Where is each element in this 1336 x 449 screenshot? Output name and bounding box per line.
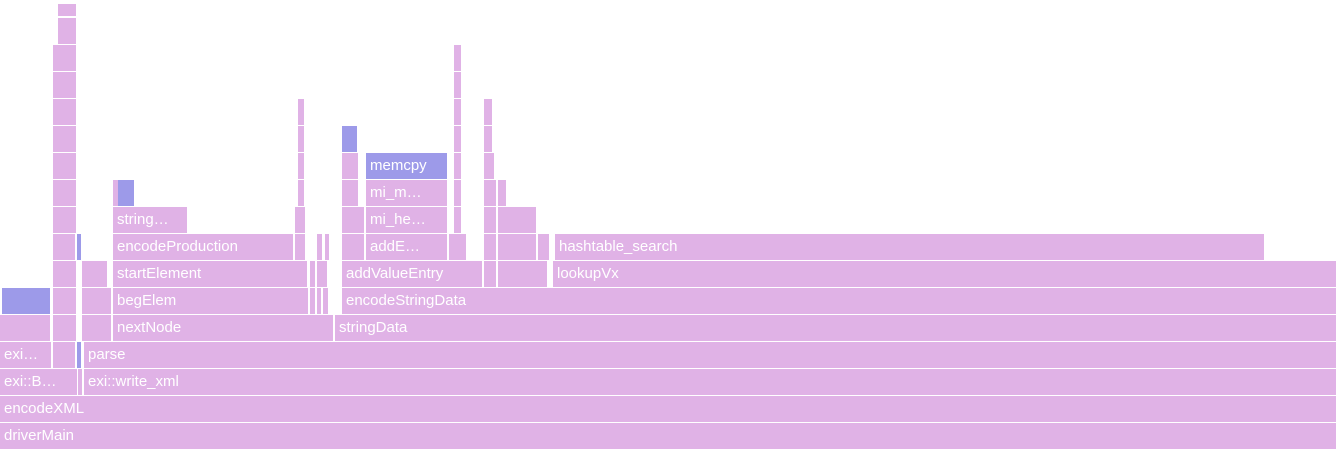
frame-sliver[interactable] <box>484 180 496 206</box>
frame-sliver[interactable] <box>53 180 76 206</box>
frame-sliver[interactable] <box>298 99 304 125</box>
frame-sliver[interactable] <box>118 180 134 206</box>
frame-driverMain[interactable]: driverMain <box>0 423 1336 449</box>
frame-sliver[interactable] <box>449 234 466 260</box>
frame-sliver[interactable] <box>323 288 328 314</box>
frame-string-truncated[interactable]: string… <box>113 207 187 233</box>
frame-hashtable_search[interactable]: hashtable_search <box>555 234 1264 260</box>
frame-sliver[interactable] <box>53 153 76 179</box>
frame-sliver[interactable] <box>484 207 496 233</box>
frame-sliver[interactable] <box>454 126 461 152</box>
frame-sliver[interactable] <box>454 180 461 206</box>
frame-sliver[interactable] <box>325 234 329 260</box>
frame-sliver[interactable] <box>454 153 461 179</box>
frame-sliver[interactable] <box>78 369 82 395</box>
frame-sliver[interactable] <box>342 234 364 260</box>
frame-sliver[interactable] <box>53 45 76 71</box>
frame-sliver[interactable] <box>498 261 547 287</box>
frame-sliver[interactable] <box>298 180 304 206</box>
frame-sliver[interactable] <box>58 18 76 44</box>
frame-sliver[interactable] <box>2 288 50 314</box>
frame-mi-heap[interactable]: mi_he… <box>366 207 447 233</box>
frame-sliver[interactable] <box>310 288 315 314</box>
frame-sliver[interactable] <box>498 180 506 206</box>
frame-lookupVx[interactable]: lookupVx <box>553 261 1336 287</box>
frame-sliver[interactable] <box>0 315 50 341</box>
frame-sliver[interactable] <box>298 153 304 179</box>
frame-startElement[interactable]: startElement <box>113 261 307 287</box>
frame-sliver[interactable] <box>53 99 76 125</box>
frame-sliver[interactable] <box>484 261 496 287</box>
frame-sliver[interactable] <box>53 126 76 152</box>
frame-sliver[interactable] <box>77 234 81 260</box>
frame-sliver[interactable] <box>454 45 461 71</box>
frame-sliver[interactable] <box>58 4 76 16</box>
frame-sliver[interactable] <box>317 288 321 314</box>
frame-sliver[interactable] <box>53 207 76 233</box>
frame-encodeStringData[interactable]: encodeStringData <box>342 288 1336 314</box>
frame-nextNode[interactable]: nextNode <box>113 315 333 341</box>
frame-sliver[interactable] <box>317 261 327 287</box>
frame-encodeProduction[interactable]: encodeProduction <box>113 234 293 260</box>
frame-encodeXML[interactable]: encodeXML <box>0 396 1336 422</box>
frame-sliver[interactable] <box>82 315 111 341</box>
frame-sliver[interactable] <box>53 288 76 314</box>
frame-sliver[interactable] <box>53 72 76 98</box>
frame-sliver[interactable] <box>298 126 304 152</box>
frame-exi-write-xml[interactable]: exi::write_xml <box>84 369 1336 395</box>
frame-begElem[interactable]: begElem <box>113 288 308 314</box>
frame-sliver[interactable] <box>113 180 118 206</box>
frame-parse[interactable]: parse <box>84 342 1336 368</box>
frame-sliver[interactable] <box>82 288 111 314</box>
frame-sliver[interactable] <box>295 234 305 260</box>
frame-memcpy[interactable]: memcpy <box>366 153 447 179</box>
frame-addValueEntry[interactable]: addValueEntry <box>342 261 482 287</box>
frame-sliver[interactable] <box>498 234 536 260</box>
frame-sliver[interactable] <box>484 99 492 125</box>
frame-sliver[interactable] <box>342 153 358 179</box>
frame-exi-builder[interactable]: exi::B… <box>0 369 77 395</box>
frame-sliver[interactable] <box>498 207 536 233</box>
frame-exi-truncated[interactable]: exi… <box>0 342 51 368</box>
frame-mi-malloc[interactable]: mi_m… <box>366 180 447 206</box>
frame-sliver[interactable] <box>53 261 76 287</box>
frame-sliver[interactable] <box>77 342 81 368</box>
frame-sliver[interactable] <box>484 126 492 152</box>
frame-sliver[interactable] <box>317 234 322 260</box>
frame-sliver[interactable] <box>484 234 496 260</box>
frame-sliver[interactable] <box>53 342 75 368</box>
frame-sliver[interactable] <box>310 261 315 287</box>
frame-sliver[interactable] <box>454 207 461 233</box>
frame-sliver[interactable] <box>342 207 364 233</box>
frame-sliver[interactable] <box>454 72 461 98</box>
frame-sliver[interactable] <box>342 180 358 206</box>
frame-sliver[interactable] <box>342 126 357 152</box>
frame-addEntry[interactable]: addE… <box>366 234 447 260</box>
frame-sliver[interactable] <box>484 153 494 179</box>
frame-sliver[interactable] <box>454 99 461 125</box>
frame-sliver[interactable] <box>53 315 76 341</box>
frame-sliver[interactable] <box>538 234 549 260</box>
frame-sliver[interactable] <box>82 261 107 287</box>
frame-sliver[interactable] <box>53 234 75 260</box>
frame-sliver[interactable] <box>295 207 305 233</box>
frame-stringData[interactable]: stringData <box>335 315 1336 341</box>
